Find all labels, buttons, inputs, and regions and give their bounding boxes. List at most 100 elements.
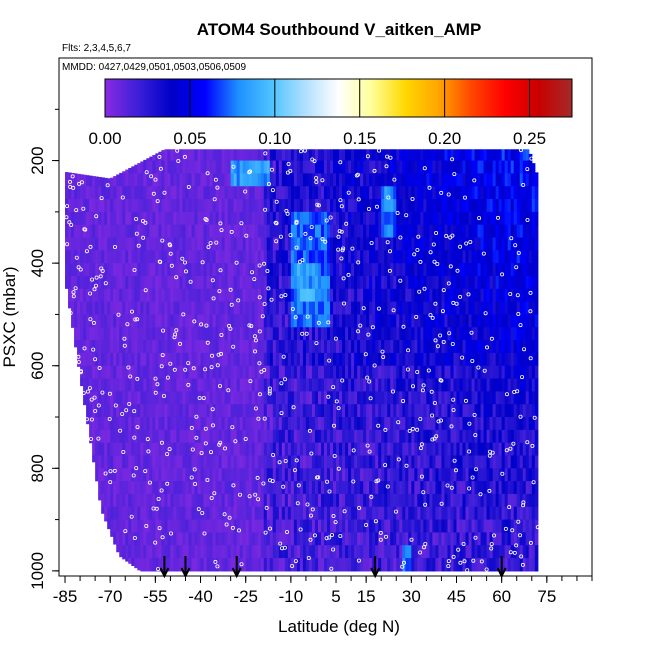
heatmap-cell: [468, 173, 473, 187]
heatmap-cell: [176, 442, 181, 457]
heatmap-cell: [320, 288, 325, 303]
heatmap-cell: [275, 275, 280, 290]
heatmap-cell: [471, 149, 476, 162]
heatmap-cell: [83, 288, 87, 303]
heatmap-cell: [284, 314, 289, 328]
heatmap-cell: [498, 442, 503, 457]
heatmap-cell: [221, 314, 226, 328]
heatmap-cell: [390, 532, 394, 546]
heatmap-cell: [441, 404, 446, 418]
heatmap-cell: [314, 481, 319, 495]
heatmap-cell: [161, 237, 165, 251]
heatmap-cell: [333, 378, 337, 392]
heatmap-cell: [474, 301, 479, 316]
heatmap-cell: [164, 532, 169, 546]
heatmap-cell: [336, 404, 340, 418]
heatmap-cell: [426, 275, 430, 290]
heatmap-cell: [311, 237, 316, 251]
heatmap-cell: [218, 365, 223, 380]
heatmap-cell: [284, 404, 289, 418]
heatmap-cell: [471, 481, 476, 495]
heatmap-cell: [378, 340, 382, 354]
heatmap-cell: [101, 327, 105, 341]
heatmap-cell: [212, 199, 217, 213]
heatmap-cell: [477, 224, 482, 239]
heatmap-cell: [320, 391, 325, 405]
heatmap-cell: [501, 160, 506, 174]
heatmap-cell: [71, 199, 75, 213]
heatmap-cell: [336, 340, 340, 354]
heatmap-cell: [429, 391, 433, 405]
heatmap-cell: [348, 506, 352, 521]
heatmap-cell: [296, 493, 301, 508]
heatmap-cell: [366, 186, 370, 200]
heatmap-cell: [167, 186, 172, 200]
heatmap-cell: [269, 160, 274, 174]
heatmap-cell: [227, 199, 232, 213]
heatmap-cell: [459, 545, 464, 559]
heatmap-cell: [116, 288, 120, 303]
heatmap-cell: [185, 149, 190, 162]
heatmap-cell: [384, 391, 388, 405]
heatmap-cell: [492, 429, 497, 444]
heatmap-cell: [468, 288, 473, 303]
heatmap-cell: [212, 417, 217, 431]
heatmap-cell: [239, 352, 244, 367]
heatmap-cell: [336, 186, 340, 200]
heatmap-cell: [101, 442, 105, 457]
heatmap-cell: [128, 327, 132, 341]
heatmap-cell: [363, 186, 367, 200]
heatmap-cell: [411, 468, 415, 482]
heatmap-cell: [399, 211, 403, 226]
heatmap-cell: [200, 532, 205, 546]
heatmap-cell: [164, 211, 169, 226]
heatmap-cell: [116, 250, 120, 264]
heatmap-cell: [345, 301, 349, 316]
heatmap-cell: [200, 149, 205, 162]
heatmap-cell: [333, 352, 337, 367]
heatmap-cell: [432, 237, 437, 251]
heatmap-cell: [447, 378, 452, 392]
heatmap-cell: [176, 263, 181, 277]
heatmap-cell: [248, 391, 253, 405]
heatmap-cell: [131, 166, 135, 174]
heatmap-cell: [188, 327, 193, 341]
heatmap-cell: [444, 378, 449, 392]
heatmap-cell: [188, 301, 193, 316]
heatmap-cell: [441, 558, 446, 572]
heatmap-cell: [336, 173, 340, 187]
heatmap-cell: [342, 519, 346, 533]
heatmap-cell: [260, 211, 265, 226]
heatmap-cell: [405, 288, 409, 303]
heatmap-cell: [375, 455, 379, 469]
heatmap-cell: [438, 417, 443, 431]
heatmap-cell: [254, 532, 259, 546]
heatmap-cell: [369, 558, 373, 572]
heatmap-cell: [251, 224, 256, 239]
heatmap-cell: [333, 455, 337, 469]
heatmap-cell: [89, 199, 93, 213]
heatmap-cell: [137, 327, 141, 341]
heatmap-cell: [336, 275, 340, 290]
sample-point: [467, 486, 472, 491]
heatmap-cell: [308, 455, 313, 469]
heatmap-cell: [459, 314, 464, 328]
heatmap-cell: [438, 352, 443, 367]
heatmap-cell: [206, 340, 211, 354]
heatmap-cell: [167, 173, 172, 187]
heatmap-cell: [209, 519, 214, 533]
heatmap-cell: [242, 468, 247, 482]
heatmap-cell: [360, 250, 364, 264]
heatmap-cell: [260, 532, 265, 546]
heatmap-cell: [311, 493, 316, 508]
heatmap-cell: [423, 340, 427, 354]
heatmap-cell: [110, 340, 114, 354]
heatmap-cell: [423, 237, 427, 251]
heatmap-cell: [462, 211, 467, 226]
heatmap-cell: [357, 506, 361, 521]
heatmap-cell: [221, 211, 226, 226]
sample-point: [392, 177, 397, 182]
heatmap-cell: [363, 224, 367, 239]
heatmap-cell: [224, 558, 229, 572]
heatmap-cell: [263, 532, 268, 546]
